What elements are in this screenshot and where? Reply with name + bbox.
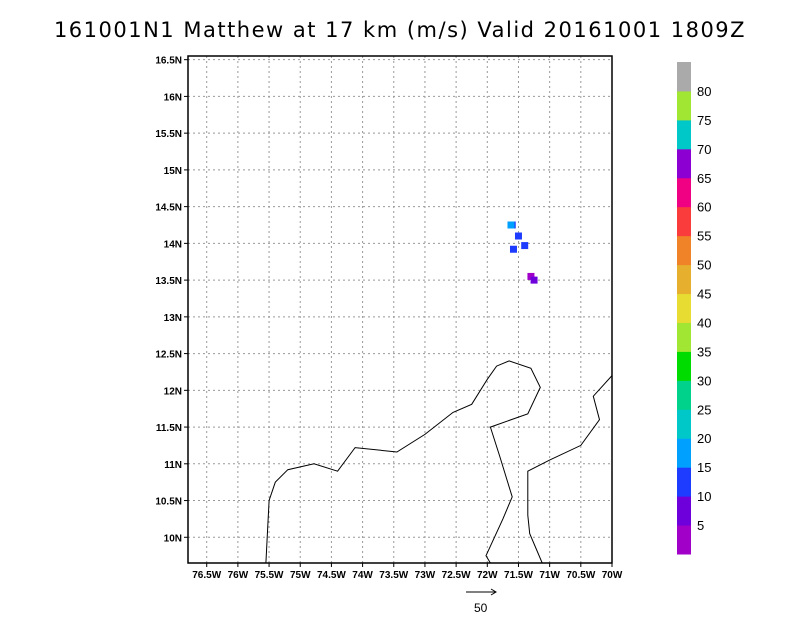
lon-tick-label: 72W xyxy=(477,570,498,581)
map-title: 161001N1 Matthew at 17 km (m/s) Valid 20… xyxy=(53,18,747,42)
colorbar-label: 70 xyxy=(697,142,711,157)
colorbar-label: 5 xyxy=(697,518,704,533)
coastline-path xyxy=(265,360,541,563)
lon-tick-label: 70.5W xyxy=(566,570,595,581)
reference-vector: 50 xyxy=(466,588,497,615)
reference-vector-label: 50 xyxy=(474,601,488,615)
lat-tick-label: 12.5N xyxy=(155,350,182,361)
colorbar-label: 50 xyxy=(697,258,711,273)
lon-tick-label: 73.5W xyxy=(379,570,408,581)
colorbar-swatch xyxy=(677,264,691,295)
coastline xyxy=(265,360,612,563)
colorbar-swatch xyxy=(677,525,691,555)
colorbar-swatch xyxy=(677,148,691,179)
lon-tick-label: 76W xyxy=(228,570,249,581)
lon-tick-label: 74.5W xyxy=(317,570,346,581)
lat-tick-label: 13.5N xyxy=(155,276,182,287)
lat-tick-label: 15N xyxy=(164,166,182,177)
colorbar-label: 40 xyxy=(697,315,711,330)
lat-tick-label: 15.5N xyxy=(155,129,182,140)
colorbar-label: 65 xyxy=(697,171,711,186)
wind-speed-cell xyxy=(530,276,538,284)
lon-tick-label: 70W xyxy=(602,570,623,581)
lat-tick-label: 10N xyxy=(164,533,182,544)
colorbar-swatch xyxy=(677,496,691,526)
lon-tick-label: 76.5W xyxy=(192,570,221,581)
lat-tick-label: 16.5N xyxy=(155,56,182,67)
lon-tick-label: 71W xyxy=(539,570,560,581)
colorbar-label: 15 xyxy=(697,460,711,475)
colorbar-label: 80 xyxy=(697,84,711,99)
colorbar-swatch xyxy=(677,62,691,92)
latitude-ticks: 16.5N 16N 15.5N 15N 14.5N 14N 13.5N 13N 12.5N 12N… xyxy=(155,56,188,544)
colorbar-swatch xyxy=(677,409,691,439)
lat-tick-label: 14N xyxy=(164,239,182,250)
colorbar-label: 55 xyxy=(697,229,711,244)
colorbar-label: 10 xyxy=(697,489,711,504)
lon-tick-label: 74W xyxy=(352,570,373,581)
colorbar-swatch xyxy=(677,206,691,237)
colorbar-label: 75 xyxy=(697,113,711,128)
colorbar-label: 60 xyxy=(697,200,711,215)
lat-lon-grid xyxy=(188,56,613,563)
wind-speed-cell xyxy=(507,221,515,229)
lat-tick-label: 11N xyxy=(164,460,182,471)
colorbar-swatch xyxy=(677,322,691,352)
lat-tick-label: 12N xyxy=(164,386,182,397)
colorbar-label: 30 xyxy=(697,373,711,388)
colorbar-swatch xyxy=(677,235,691,266)
wind-speed-field xyxy=(507,221,538,284)
colorbar-swatch xyxy=(677,380,691,410)
lat-tick-label: 16N xyxy=(164,92,182,103)
colorbar-swatch xyxy=(677,438,691,468)
lat-tick-label: 14.5N xyxy=(155,203,182,214)
colorbar-label: 25 xyxy=(697,402,711,417)
colorbar-swatch xyxy=(677,351,691,381)
plot-frame xyxy=(187,55,613,564)
lon-tick-label: 75.5W xyxy=(255,570,284,581)
lon-tick-label: 71.5W xyxy=(504,570,533,581)
wind-speed-cell xyxy=(521,242,529,250)
wind-speed-cell xyxy=(514,232,522,240)
colorbar-swatch xyxy=(677,177,691,208)
colorbar-swatch xyxy=(677,467,691,497)
lon-tick-label: 73W xyxy=(415,570,436,581)
lat-tick-label: 10.5N xyxy=(155,497,182,508)
colorbar-swatch xyxy=(677,90,691,121)
reference-arrowhead xyxy=(490,588,497,596)
wind-speed-cell xyxy=(527,272,535,280)
lat-tick-label: 13N xyxy=(164,313,182,324)
colorbar-label: 35 xyxy=(697,344,711,359)
longitude-ticks: 76.5W 76W 75.5W 75W 74.5W 74W 73.5W 73W 72.5W 72W… xyxy=(192,563,623,581)
colorbar-swatch xyxy=(677,293,691,323)
wind-speed-cell xyxy=(509,245,517,253)
colorbar-label: 45 xyxy=(697,287,711,302)
colorbar-label: 20 xyxy=(697,431,711,446)
colorbar-swatch xyxy=(677,119,691,150)
coastline-path xyxy=(527,375,612,563)
colorbar: 5 10 15 20 25 30 35 40 45 50 55 60 65 70 75 80 xyxy=(677,62,711,555)
lon-tick-label: 72.5W xyxy=(442,570,471,581)
lon-tick-label: 75W xyxy=(290,570,311,581)
lat-tick-label: 11.5N xyxy=(156,423,182,434)
